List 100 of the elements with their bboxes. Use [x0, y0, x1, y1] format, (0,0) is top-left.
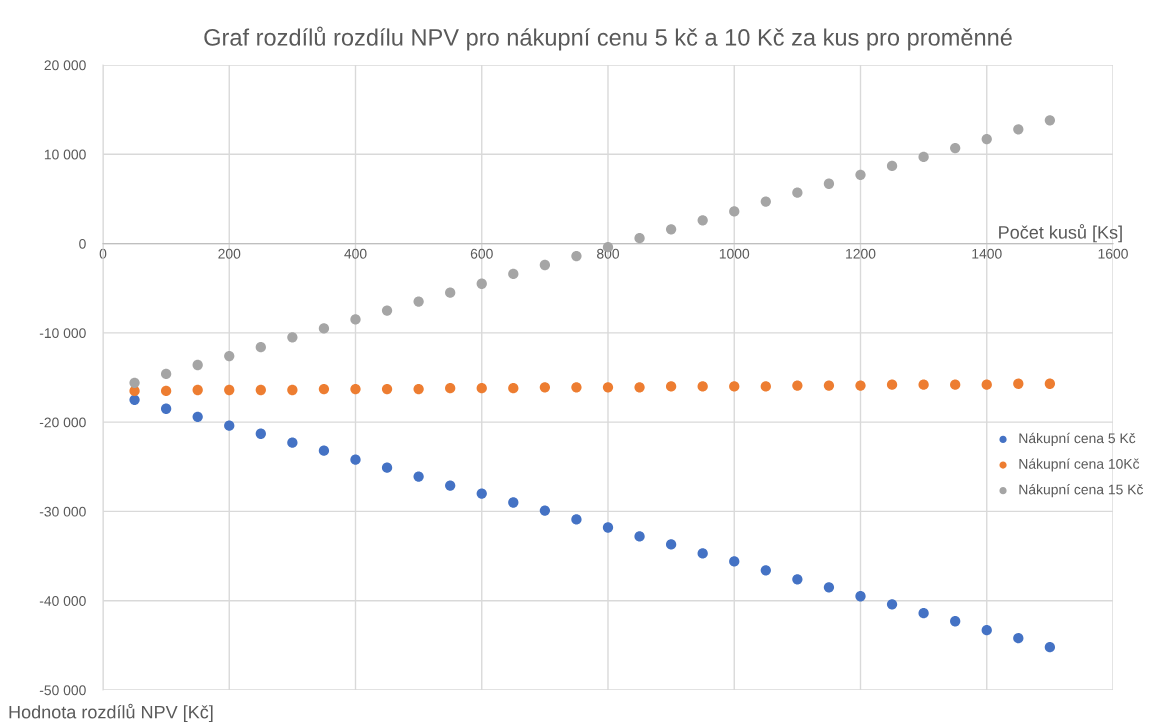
y-tick-label: -30 000 [39, 506, 86, 517]
point [760, 196, 771, 207]
point [634, 382, 645, 393]
point [160, 368, 172, 380]
point [539, 505, 551, 516]
point [129, 377, 140, 389]
y-tick-label: 0 [79, 238, 86, 249]
point [634, 531, 645, 542]
point [508, 383, 519, 394]
y-tick-label: -50 000 [39, 685, 86, 696]
point [602, 522, 614, 533]
point [697, 548, 708, 559]
point [445, 480, 456, 491]
x-tick-label: 1400 [972, 248, 1002, 259]
point [445, 383, 456, 394]
point [287, 437, 298, 448]
point [918, 608, 929, 619]
point [413, 296, 424, 307]
y-tick-label: 20 000 [44, 60, 86, 71]
y-tick-label: -10 000 [39, 328, 86, 339]
point [729, 556, 740, 567]
point [855, 380, 866, 391]
x-axis-title: Počet kusů [Ks] [999, 224, 1122, 243]
y-tick-label: 10 000 [44, 149, 86, 160]
point [476, 488, 487, 499]
point [476, 278, 487, 289]
legend-label: Nákupní cena 5 Kč [1019, 432, 1136, 446]
point [823, 380, 835, 391]
point [381, 305, 393, 316]
point [918, 379, 929, 390]
point [192, 359, 203, 371]
point [886, 160, 898, 172]
point [350, 454, 361, 465]
point [1044, 641, 1056, 653]
point [381, 462, 393, 473]
point [508, 497, 519, 508]
point [950, 379, 961, 390]
point [350, 383, 361, 395]
point [823, 178, 835, 189]
point [1013, 378, 1024, 389]
x-tick-label: 200 [218, 248, 241, 259]
point [1044, 378, 1056, 389]
point [886, 379, 898, 390]
point [381, 383, 393, 395]
point [539, 382, 551, 393]
point [760, 381, 771, 392]
point [413, 471, 424, 482]
point [792, 380, 803, 391]
point [697, 215, 708, 226]
point [476, 383, 487, 394]
point [1013, 633, 1024, 644]
point [1013, 124, 1024, 135]
point [981, 133, 992, 145]
point [571, 382, 582, 393]
point [855, 169, 866, 180]
x-tick-label: 0 [99, 248, 107, 259]
point [918, 151, 929, 163]
x-tick-label: 400 [344, 248, 367, 259]
point [350, 314, 361, 325]
point [224, 420, 235, 431]
x-tick-label: 600 [470, 248, 493, 259]
point [571, 250, 582, 262]
point [792, 574, 803, 585]
point [950, 142, 961, 154]
point [255, 384, 266, 396]
point [539, 259, 551, 271]
point [729, 381, 740, 392]
point [981, 379, 992, 390]
point [634, 233, 645, 244]
chart-title: Graf rozdílů rozdílu NPV pro nákupní cenu 5 kč a 10 Kč za kus pro proměnné [204, 26, 1012, 51]
point [602, 382, 614, 393]
point [855, 591, 866, 602]
point [160, 385, 172, 397]
point [224, 350, 235, 362]
point [255, 341, 266, 353]
point [665, 381, 677, 392]
x-tick-label: 1600 [1098, 248, 1128, 259]
point [255, 428, 266, 439]
y-tick-label: -20 000 [39, 417, 86, 428]
y-axis-title: Hodnota rozdílů NPV [Kč] [9, 703, 213, 723]
point [665, 224, 677, 235]
point [129, 394, 140, 405]
point [729, 206, 740, 217]
point [192, 384, 203, 396]
x-tick-label: 1000 [719, 248, 750, 259]
point [1044, 115, 1056, 126]
point [318, 445, 330, 456]
point [886, 599, 898, 610]
point [160, 403, 172, 414]
legend-label: Nákupní cena 15 Kč [1019, 484, 1144, 498]
point [445, 287, 456, 298]
point [413, 383, 424, 395]
point [950, 616, 961, 627]
point [508, 268, 519, 280]
point [697, 381, 708, 392]
point [224, 384, 235, 396]
point [792, 187, 803, 198]
point [665, 539, 677, 550]
point [192, 411, 203, 422]
point [571, 514, 582, 525]
